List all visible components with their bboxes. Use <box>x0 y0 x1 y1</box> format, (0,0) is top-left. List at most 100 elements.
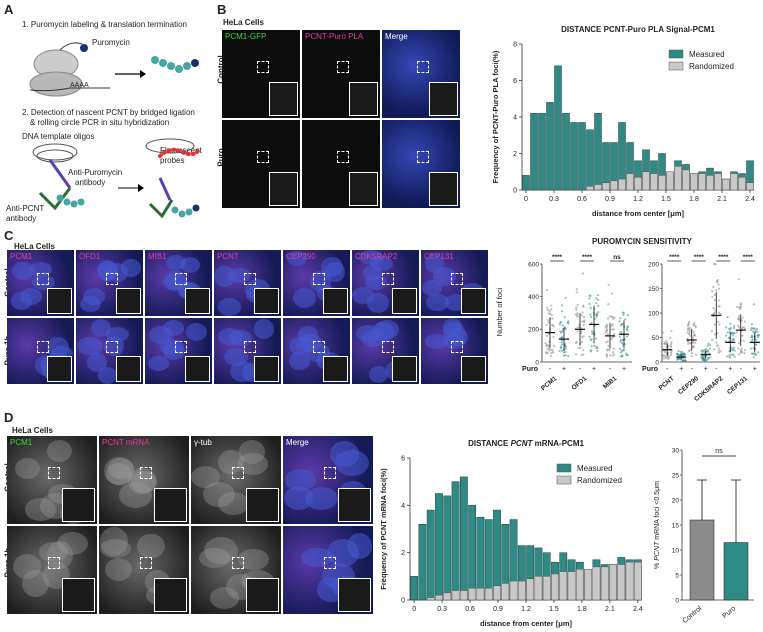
panel-c-title: HeLa Cells <box>14 242 55 251</box>
nucleus <box>24 498 56 521</box>
nucleus <box>12 261 35 280</box>
y-tick-label: 30 <box>672 447 680 454</box>
data-point <box>713 293 716 297</box>
data-point <box>711 295 714 298</box>
data-point <box>717 283 720 286</box>
step2b-text: & rolling circle PCR in situ hybridizati… <box>30 118 170 127</box>
data-point <box>712 285 715 288</box>
data-point <box>733 355 736 358</box>
data-point <box>610 324 613 327</box>
data-point <box>621 355 624 358</box>
data-point <box>561 310 564 313</box>
nucleus <box>100 538 132 558</box>
puro-sign: - <box>715 366 718 373</box>
panel-d-image-r0-c2: γ-tub <box>191 436 281 524</box>
bar-randomized <box>706 175 714 191</box>
nucleus <box>22 569 50 598</box>
puro-sign: - <box>691 366 694 373</box>
data-point <box>703 356 706 359</box>
data-point <box>611 354 614 357</box>
data-point <box>612 328 615 331</box>
data-point <box>619 339 622 342</box>
x-axis-label: distance from center [μm] <box>592 209 685 218</box>
data-point <box>582 323 585 327</box>
data-point <box>669 346 673 349</box>
zoom-inset <box>154 488 187 522</box>
data-point <box>605 323 608 326</box>
data-point <box>559 347 563 350</box>
data-point <box>688 341 691 345</box>
y-tick-label: 0 <box>535 359 539 366</box>
data-point <box>595 314 599 317</box>
nucleus <box>77 336 103 355</box>
data-point <box>550 308 553 311</box>
zoom-inset <box>246 488 279 522</box>
anti-pcnt-label: Anti-PCNT <box>6 204 45 213</box>
data-point <box>546 348 549 351</box>
data-point <box>574 353 578 356</box>
nucleus <box>426 293 449 312</box>
data-point <box>618 347 622 350</box>
roi-box <box>337 150 350 163</box>
data-point <box>561 324 564 327</box>
y-axis-label: Frequency of PCNT mRNA foci(%) <box>379 468 388 590</box>
data-point <box>618 335 621 339</box>
data-point <box>545 306 549 309</box>
peptide-chain-icon <box>151 56 199 73</box>
nucleus <box>300 547 335 567</box>
x-tick-label: 1.5 <box>549 606 559 613</box>
data-point <box>611 336 614 339</box>
data-point <box>738 306 741 309</box>
x-tick-label: 0.9 <box>605 196 615 203</box>
data-point <box>545 334 549 338</box>
bar-randomized <box>459 590 468 601</box>
data-point <box>563 342 567 345</box>
x-tick-label: 2.1 <box>605 606 615 613</box>
nucleus <box>108 458 135 479</box>
zoom-inset <box>269 172 298 206</box>
data-point <box>595 297 598 300</box>
data-point <box>670 350 673 353</box>
bar-measured <box>578 122 586 191</box>
data-point <box>679 350 682 354</box>
y-tick-label: 0 <box>655 359 659 366</box>
data-point <box>682 352 686 355</box>
x-tick-label: 0 <box>524 196 528 203</box>
data-point <box>719 312 722 316</box>
data-point <box>576 315 579 318</box>
group-label: PCM1 <box>540 375 559 392</box>
roi-box <box>175 341 188 354</box>
nucleus <box>47 540 73 569</box>
sig-label: **** <box>718 254 729 261</box>
data-point <box>590 330 594 333</box>
data-point <box>692 323 695 326</box>
x-tick-label: 2.4 <box>745 196 755 203</box>
x-tick-label: 1.8 <box>689 196 699 203</box>
bar-randomized <box>666 171 674 191</box>
nucleus <box>375 320 400 340</box>
data-point <box>625 335 628 338</box>
bar-randomized <box>594 184 602 191</box>
roi-box <box>257 60 270 73</box>
data-point <box>693 341 697 344</box>
bar-randomized <box>451 590 460 601</box>
bar-randomized <box>722 178 730 191</box>
data-point <box>605 328 608 331</box>
roi-box <box>106 341 119 354</box>
roi-box <box>244 341 257 354</box>
data-point <box>581 320 584 323</box>
zoom-inset <box>392 288 417 314</box>
data-point <box>711 338 714 341</box>
data-point <box>605 326 608 329</box>
data-point <box>731 339 734 342</box>
data-point <box>605 353 608 356</box>
data-point <box>756 330 759 333</box>
data-point <box>612 347 615 350</box>
bar-randomized <box>517 580 526 601</box>
bar-measured <box>522 175 530 191</box>
data-point <box>619 330 622 333</box>
bar-measured <box>546 102 554 191</box>
panel-b-label: B <box>217 2 227 17</box>
data-point <box>564 326 567 329</box>
data-point <box>732 324 736 328</box>
